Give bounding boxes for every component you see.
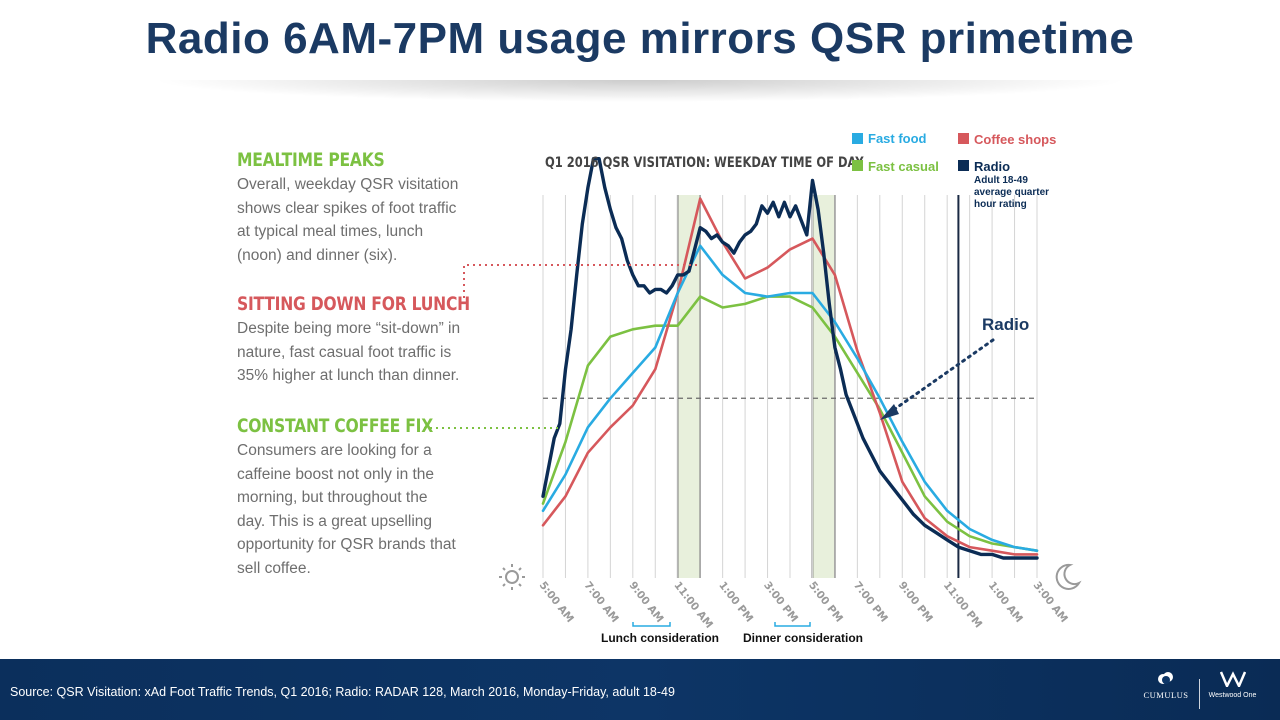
x-tick-label: 5:00 PM: [806, 579, 845, 624]
legend-swatch-coffee: [958, 133, 969, 144]
x-tick-label: 11:00 AM: [671, 579, 715, 630]
lunch-connector: [463, 264, 700, 304]
legend-fast-casual: Fast casual: [868, 159, 939, 174]
dinner-bracket: [774, 622, 811, 627]
westwood-one-logo: Westwood One: [1205, 671, 1260, 699]
chart-title: Q1 2016 QSR VISITATION: WEEKDAY TIME OF …: [545, 155, 864, 171]
x-tick-label: 7:00 PM: [851, 579, 890, 624]
radio-annotation: Radio: [982, 315, 1029, 334]
sun-icon: [499, 564, 525, 590]
moon-icon: [1055, 563, 1082, 590]
legend-radio-sub: Adult 18-49: [974, 175, 1028, 186]
page-title: Radio 6AM-7PM usage mirrors QSR primetim…: [145, 14, 1135, 63]
x-tick-label: 1:00 PM: [716, 579, 755, 624]
series-line-fast-food: [541, 244, 1039, 553]
body-line: morning, but throughout the: [237, 489, 428, 506]
x-tick-label: 5:00 AM: [537, 579, 576, 624]
body-line: at typical meal times, lunch: [237, 223, 424, 240]
body-line: Despite being more “sit-down” in: [237, 320, 461, 337]
series-line-fast-casual: [541, 295, 1039, 553]
legend-coffee-shops: Coffee shops: [974, 132, 1056, 147]
x-tick-label: 7:00 AM: [582, 579, 621, 624]
westwood-logo-text: Westwood One: [1208, 692, 1257, 699]
body-line: 35% higher at lunch than dinner.: [237, 367, 460, 384]
legend-swatch-fast-food: [852, 133, 863, 144]
legend-radio-sub: hour rating: [974, 199, 1027, 210]
legend-fast-food: Fast food: [868, 131, 927, 146]
footer-bar: Source: QSR Visitation: xAd Foot Traffic…: [0, 659, 1280, 720]
series-line-coffee: [541, 197, 1039, 556]
legend-radio-sub: average quarter: [974, 187, 1049, 198]
section-heading: MEALTIME PEAKS: [237, 149, 385, 171]
section-body: Overall, weekday QSR visitation shows cl…: [237, 173, 507, 267]
body-line: (noon) and dinner (six).: [237, 246, 398, 264]
section-body: Consumers are looking for a caffeine boo…: [237, 439, 507, 580]
logo-divider: [1199, 679, 1200, 709]
radio-arrow: [890, 338, 995, 413]
mealtime-highlight: [677, 195, 701, 578]
legend-swatch-fast-casual: [852, 160, 863, 171]
x-tick-label: 1:00 AM: [986, 579, 1025, 624]
section-mealtime-peaks: MEALTIME PEAKS Overall, weekday QSR visi…: [237, 149, 507, 267]
body-line: shows clear spikes of foot traffic: [237, 199, 457, 217]
section-sitting-down: SITTING DOWN FOR LUNCH Despite being mor…: [237, 293, 507, 388]
source-note: Source: QSR Visitation: xAd Foot Traffic…: [10, 685, 675, 699]
body-line: Consumers are looking for a: [237, 442, 432, 459]
cumulus-mark-icon: [1158, 672, 1173, 684]
body-line: sell coffee.: [237, 559, 311, 577]
section-heading: SITTING DOWN FOR LUNCH: [237, 293, 470, 315]
x-tick-label: 9:00 PM: [896, 579, 935, 624]
dinner-consideration-label: Dinner consideration: [743, 631, 863, 645]
body-line: nature, fast casual foot traffic is: [237, 343, 452, 361]
lunch-consideration-label: Lunch consideration: [601, 631, 719, 645]
x-tick-label: 9:00 AM: [626, 579, 665, 624]
body-line: caffeine boost not only in the: [237, 465, 435, 483]
series-line-radio: [541, 156, 1039, 560]
x-tick-label: 3:00 AM: [1031, 579, 1070, 624]
body-line: opportunity for QSR brands that: [237, 536, 456, 553]
x-tick-label: 3:00 PM: [761, 579, 800, 624]
legend-radio: Radio: [974, 159, 1010, 174]
body-line: day. This is a great upselling: [237, 512, 433, 530]
section-heading: CONSTANT COFFEE FIX: [237, 415, 433, 437]
section-body: Despite being more “sit-down” in nature,…: [237, 317, 507, 388]
title-divider: [150, 80, 1130, 102]
qsr-visitation-chart: 5:00 AM 7:00 AM 9:00 AM 11:00 AM 1:00 PM 3:00…: [418, 131, 1082, 645]
x-tick-label: 11:00 PM: [941, 579, 984, 630]
radio-arrow-head: [880, 404, 899, 420]
cumulus-logo-text: CUMULUS: [1143, 690, 1189, 700]
westwood-mark-icon: [1219, 671, 1246, 689]
section-coffee-fix: CONSTANT COFFEE FIX Consumers are lookin…: [237, 415, 507, 580]
cumulus-logo: CUMULUS: [1138, 671, 1194, 700]
legend-swatch-radio: [958, 160, 969, 171]
body-line: Overall, weekday QSR visitation: [237, 176, 459, 193]
lunch-bracket: [632, 622, 671, 627]
